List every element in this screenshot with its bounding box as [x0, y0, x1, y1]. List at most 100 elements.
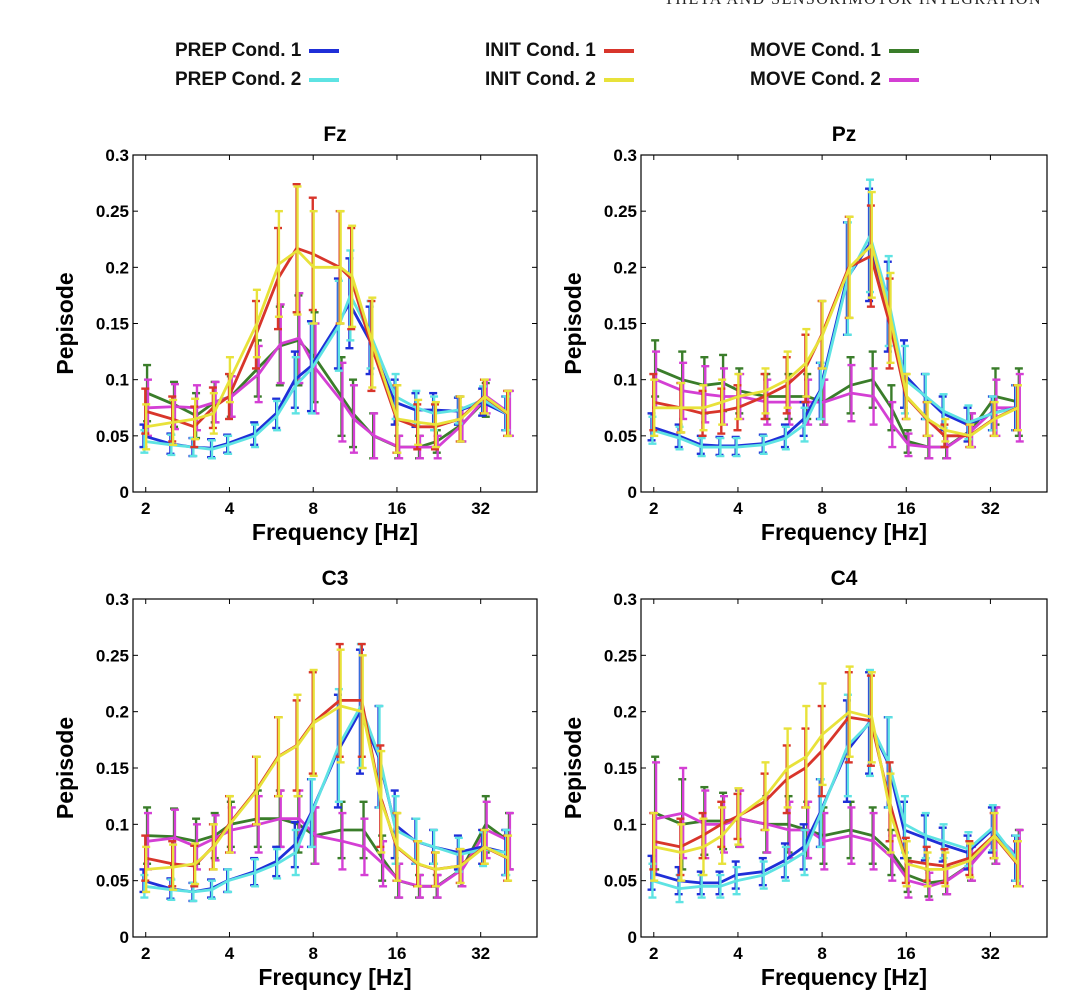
x-tick-label: 32	[471, 499, 490, 518]
y-tick-label: 0.15	[96, 759, 129, 778]
legend-label: MOVE Cond. 2	[750, 69, 881, 90]
legend-item-move-cond-1: MOVE Cond. 1	[750, 40, 919, 62]
series-line	[145, 249, 509, 429]
y-tick-label: 0.05	[604, 872, 637, 891]
y-axis-label: Pepisode	[52, 717, 78, 819]
y-tick-label: 0.15	[604, 315, 637, 334]
legend-swatch	[888, 77, 919, 82]
y-tick-label: 0.3	[105, 590, 129, 609]
y-tick-label: 0.05	[96, 427, 129, 446]
chart-title: C4	[831, 567, 858, 590]
series-line	[654, 243, 1019, 438]
series-line	[653, 715, 1019, 868]
y-tick-label: 0	[628, 928, 637, 947]
x-tick-label: 32	[471, 944, 490, 963]
series-line	[652, 721, 1018, 890]
y-tick-label: 0.1	[613, 371, 637, 390]
x-tick-label: 4	[733, 944, 743, 963]
legend-label: MOVE Cond. 1	[750, 40, 881, 61]
x-tick-label: 2	[649, 499, 658, 518]
y-tick-label: 0.05	[96, 872, 129, 891]
y-tick-label: 0.15	[604, 759, 637, 778]
y-tick-label: 0.1	[613, 815, 637, 834]
x-tick-label: 16	[387, 499, 406, 518]
x-axis-label: Frequncy [Hz]	[258, 964, 411, 990]
series-move-cond-1	[143, 294, 513, 460]
legend-label: PREP Cond. 2	[175, 69, 302, 90]
chart-panel-fz: 0 0.05 0.1 0.15 0.2 0.25 0.3 2 4 8 16 32 Fz Frequency…	[52, 123, 538, 545]
y-tick-label: 0.1	[105, 815, 129, 834]
series-init-cond-2	[650, 665, 1022, 888]
y-tick-label: 0.2	[613, 258, 637, 277]
legend-swatch	[603, 48, 634, 53]
legend-label: PREP Cond. 1	[175, 40, 302, 61]
x-tick-label: 8	[817, 944, 826, 963]
x-tick-label: 8	[308, 944, 317, 963]
x-tick-label: 8	[817, 499, 826, 518]
x-tick-label: 8	[308, 499, 317, 518]
y-tick-label: 0.25	[96, 202, 129, 221]
chart-title: Fz	[323, 123, 346, 146]
x-axis-label: Frequency [Hz]	[761, 519, 927, 545]
x-tick-label: 4	[225, 499, 235, 518]
legend-swatch	[309, 48, 340, 53]
y-tick-label: 0.05	[604, 427, 637, 446]
x-tick-label: 2	[141, 944, 150, 963]
y-tick-label: 0.3	[613, 146, 637, 165]
y-tick-label: 0.25	[96, 646, 129, 665]
legend-swatch	[603, 77, 634, 82]
y-tick-label: 0.1	[105, 371, 129, 390]
legend-item-init-cond-2: INIT Cond. 2	[485, 69, 634, 91]
y-tick-label: 0.2	[613, 703, 637, 722]
x-tick-label: 16	[897, 499, 916, 518]
series-line	[144, 246, 509, 429]
x-axis-label: Frequency [Hz]	[761, 964, 927, 990]
series-init-cond-2	[142, 648, 513, 894]
legend: PREP Cond. 1 PREP Cond. 2 INIT Cond. 1 I…	[0, 40, 1072, 100]
series-line	[652, 234, 1017, 449]
x-tick-label: 4	[733, 499, 743, 518]
y-tick-label: 0	[120, 483, 129, 502]
x-tick-label: 2	[649, 944, 658, 963]
legend-swatch	[888, 48, 919, 53]
x-tick-label: 16	[387, 944, 406, 963]
legend-swatch	[309, 77, 340, 82]
chart-panel-pz: 0 0.05 0.1 0.15 0.2 0.25 0.3 2 4 8 16 32 Pz Frequency…	[560, 123, 1048, 545]
series-move-cond-2	[143, 789, 514, 899]
x-axis-label: Frequency [Hz]	[252, 519, 418, 545]
legend-label: INIT Cond. 2	[485, 69, 596, 90]
chart-title: C3	[322, 567, 349, 590]
series-line	[144, 704, 507, 894]
y-tick-label: 0.15	[96, 315, 129, 334]
chart-panel-c4: 0 0.05 0.1 0.15 0.2 0.25 0.3 2 4 8 16 32 C4 Frequency…	[560, 567, 1048, 990]
chart-title: Pz	[832, 123, 857, 146]
x-tick-label: 2	[141, 499, 150, 518]
running-header: THETA AND SENSORIMOTOR INTEGRATION	[0, 0, 1072, 14]
series-line	[147, 336, 511, 449]
series-line	[655, 811, 1021, 888]
x-tick-label: 16	[897, 944, 916, 963]
series-line	[145, 699, 508, 871]
running-header-text: THETA AND SENSORIMOTOR INTEGRATION	[664, 0, 1042, 9]
legend-item-init-cond-1: INIT Cond. 1	[485, 40, 634, 62]
x-tick-label: 32	[981, 499, 1000, 518]
y-axis-label: Pepisode	[560, 272, 586, 374]
legend-item-prep-cond-2: PREP Cond. 2	[175, 69, 340, 91]
series-init-cond-2	[142, 185, 513, 454]
x-tick-label: 32	[981, 944, 1000, 963]
series-line	[653, 710, 1020, 871]
y-axis-label: Pepisode	[52, 272, 78, 374]
legend-item-move-cond-2: MOVE Cond. 2	[750, 69, 919, 91]
series-init-cond-2	[650, 190, 1022, 449]
series-line	[653, 254, 1018, 438]
series-line	[146, 704, 509, 871]
y-tick-label: 0	[628, 483, 637, 502]
y-tick-label: 0.2	[105, 258, 129, 277]
x-tick-label: 4	[225, 944, 235, 963]
y-tick-label: 0.3	[105, 146, 129, 165]
y-axis-label: Pepisode	[560, 717, 586, 819]
y-tick-label: 0	[120, 928, 129, 947]
y-tick-label: 0.25	[604, 202, 637, 221]
y-tick-label: 0.3	[613, 590, 637, 609]
